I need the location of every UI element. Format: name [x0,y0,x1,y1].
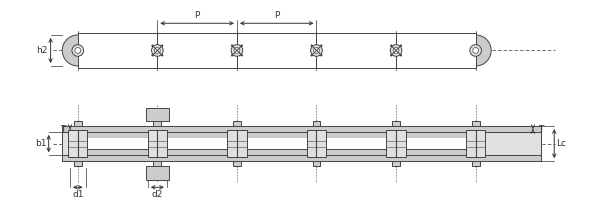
Circle shape [231,45,243,56]
Bar [237,132,316,138]
Bar [466,130,485,157]
Circle shape [314,48,319,53]
Bar [157,33,237,68]
Bar [316,33,396,68]
Text: T: T [60,125,65,134]
Bar [62,155,541,161]
Bar [386,130,406,157]
Polygon shape [316,35,396,66]
Circle shape [151,54,154,56]
Bar [233,121,241,126]
Circle shape [460,35,491,66]
Circle shape [234,48,240,53]
Bar [237,33,316,68]
Bar [313,121,320,126]
Bar [154,121,161,126]
Bar [316,132,396,138]
Circle shape [311,45,322,56]
Circle shape [390,44,392,47]
Bar [74,121,82,126]
Bar [146,166,169,180]
Bar [227,130,247,157]
Bar [313,161,320,166]
Bar [237,149,316,155]
Circle shape [393,48,399,53]
Circle shape [310,44,313,47]
Bar [396,33,476,68]
Bar [148,130,167,157]
Bar [78,132,157,138]
Circle shape [231,44,233,47]
Text: h2: h2 [37,46,47,55]
Circle shape [320,54,323,56]
Bar [316,138,396,149]
Circle shape [72,45,83,56]
Polygon shape [157,35,237,66]
Text: P: P [194,11,200,20]
Text: Lc: Lc [556,139,566,148]
Bar [62,126,541,132]
Bar [307,130,326,157]
Circle shape [380,35,412,66]
Bar [316,149,396,155]
Circle shape [75,48,80,53]
Bar [472,121,479,126]
Circle shape [310,54,313,56]
Circle shape [161,54,163,56]
Circle shape [221,35,253,66]
Bar [78,149,157,155]
Bar [157,138,237,149]
Text: b1: b1 [35,139,47,148]
Bar [146,108,169,121]
Circle shape [161,44,163,47]
Bar [68,130,88,157]
Bar [392,161,400,166]
Text: T: T [538,125,543,134]
Bar [396,149,476,155]
Bar [154,161,161,166]
Bar [396,138,476,149]
Bar [157,149,237,155]
Circle shape [390,54,392,56]
Circle shape [154,48,160,53]
Circle shape [400,44,402,47]
Text: P: P [274,11,280,20]
Bar [233,161,241,166]
Bar [392,121,400,126]
Bar [78,33,157,68]
Circle shape [62,35,94,66]
Circle shape [473,48,479,53]
Text: d2: d2 [152,190,163,199]
Circle shape [470,45,481,56]
Circle shape [320,44,323,47]
Circle shape [231,54,233,56]
Bar [157,132,237,138]
Bar [237,138,316,149]
Polygon shape [396,35,476,66]
Circle shape [400,54,402,56]
Polygon shape [78,35,157,66]
Bar [396,132,476,138]
Circle shape [301,35,332,66]
Circle shape [241,54,243,56]
Text: d1: d1 [72,190,83,199]
Bar [78,138,157,149]
Circle shape [390,45,402,56]
Bar [74,161,82,166]
Circle shape [151,44,154,47]
Bar [472,161,479,166]
Circle shape [152,45,163,56]
Circle shape [241,44,243,47]
Bar [62,126,541,161]
Circle shape [142,35,173,66]
Polygon shape [237,35,316,66]
